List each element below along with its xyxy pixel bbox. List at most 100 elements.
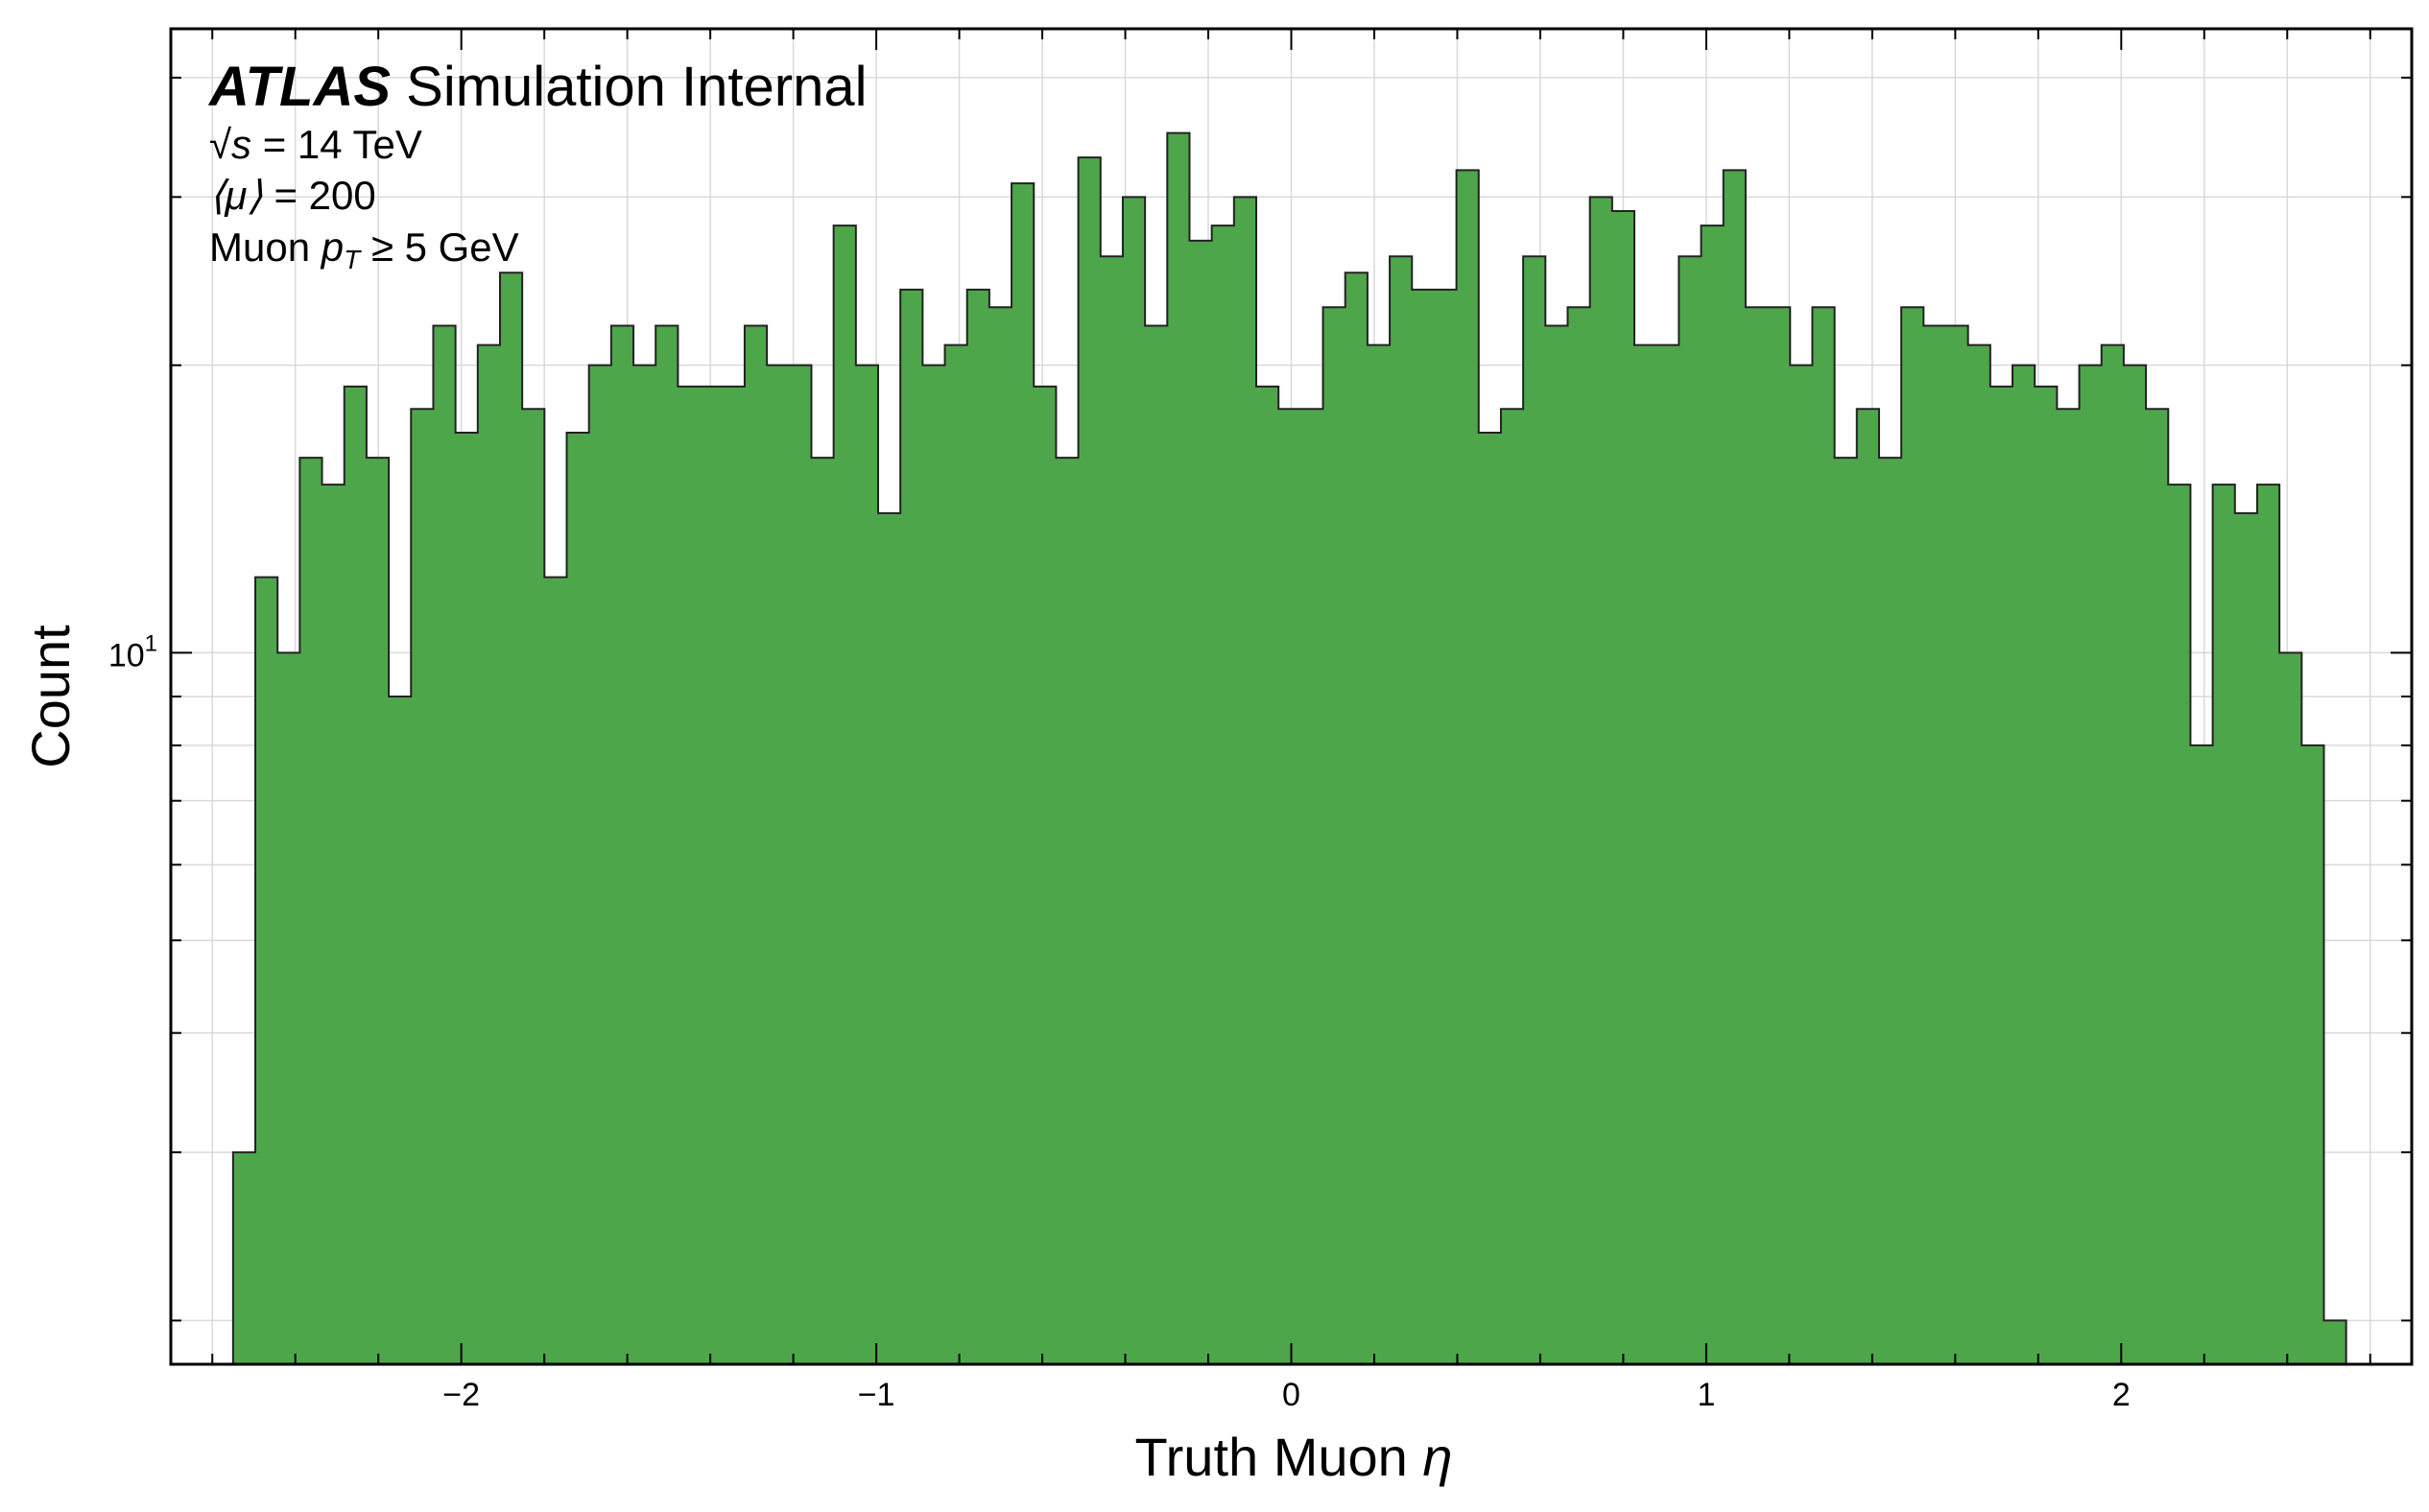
plot-frame (169, 27, 2414, 1366)
histogram-bar (1256, 386, 1279, 1364)
histogram-bar (2234, 512, 2258, 1364)
histogram-bar (366, 458, 390, 1364)
histogram-bar (767, 365, 790, 1365)
histogram-bar (678, 386, 701, 1364)
histogram-bar (1745, 307, 1769, 1365)
histogram-bar (522, 409, 545, 1364)
histogram-bar (1500, 409, 1524, 1364)
histogram-bar (2012, 365, 2036, 1365)
y-tick-label-base: 10 (108, 637, 145, 673)
energy-value: = 14 TeV (251, 122, 422, 167)
pileup-label: ⟨μ⟩ = 200 (209, 173, 376, 218)
histogram-bar (321, 484, 345, 1365)
tick-labels: −2 −1 0 1 2 101 (108, 630, 2131, 1413)
histogram-bar (455, 432, 479, 1364)
histogram-bar (1034, 386, 1057, 1364)
histogram-bar (2323, 1320, 2347, 1364)
histogram-bar (1278, 409, 1301, 1364)
atlas-brand: ATLAS (207, 56, 391, 118)
x-axis-title: Truth Muon η (1135, 1427, 1453, 1487)
atlas-annotation: ATLAS Simulation Internal √s = 14 TeV ⟨μ… (207, 56, 868, 274)
atlas-title: ATLAS Simulation Internal (207, 56, 868, 118)
y-tick-label: 101 (108, 630, 157, 673)
histogram-bar (566, 432, 590, 1364)
pt-cut-subscript: T (344, 245, 362, 274)
histogram-bar (1878, 458, 1902, 1364)
x-axis-title-text: Truth Muon (1135, 1427, 1423, 1487)
histogram-bar (877, 512, 901, 1364)
histogram-bar (1812, 307, 1836, 1365)
histogram-bar (1100, 256, 1124, 1365)
pt-cut-symbol: p (320, 224, 344, 270)
histogram-bar (610, 325, 634, 1364)
histogram-bar (499, 272, 523, 1364)
histogram-bar (2212, 484, 2236, 1365)
histogram-bar (1167, 132, 1190, 1365)
histogram-bar (1967, 344, 1991, 1364)
x-tick-label: 2 (2112, 1377, 2131, 1413)
histogram-bar (544, 577, 567, 1364)
histogram-bar (1456, 170, 1480, 1365)
histogram-bar (411, 409, 434, 1364)
x-tick-label: 0 (1282, 1377, 1300, 1413)
axis-ticks (171, 29, 2412, 1364)
histogram-bar (1679, 256, 1702, 1365)
histogram-bar (1367, 344, 1391, 1364)
histogram-bar (2256, 484, 2280, 1365)
histogram-bar (1300, 409, 1323, 1364)
histogram-bar (944, 344, 968, 1364)
energy-label: √s = 14 TeV (209, 122, 422, 167)
histogram-bar (1345, 272, 1369, 1364)
histogram-bar (1523, 256, 1546, 1365)
histogram-bar (1901, 307, 1924, 1365)
histogram-bar (1189, 240, 1213, 1364)
histogram-bar (855, 365, 879, 1365)
y-tick-label-exponent: 1 (145, 630, 157, 656)
x-tick-label: −2 (442, 1377, 480, 1413)
histogram-bar (1056, 458, 1079, 1364)
histogram-bar (433, 325, 457, 1364)
histogram-outline (231, 131, 2347, 1364)
atlas-subtitle: Simulation Internal (391, 56, 867, 118)
histogram-bar (2057, 409, 2080, 1364)
histogram-bar (633, 365, 656, 1365)
histogram-bar (1723, 170, 1747, 1365)
histogram-bar (588, 365, 612, 1365)
histogram-bar (833, 225, 857, 1364)
histogram-bar (922, 365, 945, 1365)
histogram-bar (900, 289, 923, 1364)
histogram-bar (1322, 307, 1346, 1365)
histogram-bar (1545, 325, 1568, 1364)
histogram-bar (1701, 225, 1725, 1364)
histogram-bar (1611, 211, 1635, 1365)
histogram-bar (1390, 256, 1413, 1365)
histogram-bar (1233, 197, 1257, 1365)
histogram-bar (1012, 183, 1035, 1365)
histogram-bar (255, 577, 278, 1364)
histogram-bar (2035, 386, 2058, 1364)
histogram-bar (1145, 325, 1168, 1364)
histogram-bar (2079, 365, 2103, 1365)
histogram-bar (1989, 386, 2013, 1364)
histogram-bar (477, 344, 501, 1364)
histogram-bar (277, 652, 300, 1364)
histogram-bar (1078, 157, 1102, 1364)
histogram-bar (2190, 744, 2214, 1364)
x-tick-label: −1 (858, 1377, 895, 1413)
histogram-bar (722, 386, 746, 1364)
pt-cut-label: Muon pT ≥ 5 GeV (209, 224, 519, 274)
histogram-bar (789, 365, 812, 1365)
pt-cut-value: ≥ 5 GeV (360, 224, 518, 270)
histogram-bar (1478, 432, 1502, 1364)
histogram-bar (811, 458, 835, 1364)
histogram-bar (299, 458, 322, 1364)
histogram-bar (1768, 307, 1791, 1365)
histogram-bar (1656, 344, 1679, 1364)
histogram-bar (1567, 307, 1591, 1365)
histogram-bar (1945, 325, 1969, 1364)
histogram-bar (1634, 344, 1657, 1364)
histogram-bar (1434, 289, 1457, 1364)
histogram-bar (2279, 652, 2302, 1364)
histogram-bar (988, 307, 1012, 1365)
